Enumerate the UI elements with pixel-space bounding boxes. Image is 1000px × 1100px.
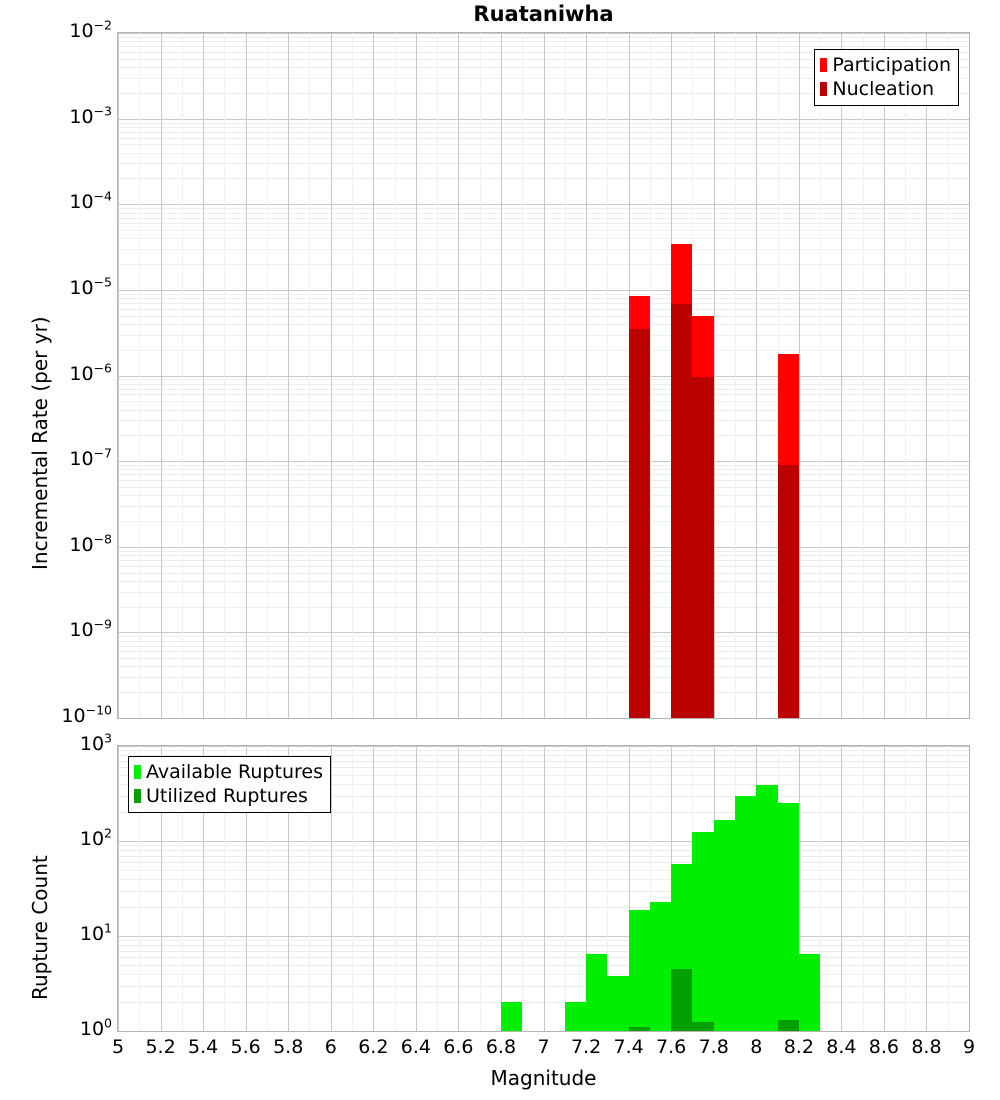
x-tick-label: 9 — [962, 1036, 976, 1058]
grid-top — [118, 33, 969, 718]
y-tick-label: 10−8 — [69, 531, 112, 556]
bar-rupture-count-available-ruptures — [607, 975, 629, 1031]
incremental-rate-plot: Participation Nucleation — [117, 32, 970, 719]
bar-rupture-count-available-ruptures — [756, 784, 778, 1031]
nucleation-swatch-icon — [820, 82, 828, 96]
grid-bottom — [118, 746, 969, 1031]
rupture-count-plot: Available Ruptures Utilized Ruptures — [117, 745, 970, 1032]
bar-incremental-rate-nucleation — [777, 465, 799, 718]
legend-label-available-ruptures: Available Ruptures — [146, 760, 323, 783]
legend-label-participation: Participation — [832, 53, 951, 76]
bar-rupture-count-available-ruptures — [628, 909, 650, 1031]
bar-rupture-count-available-ruptures — [586, 953, 608, 1031]
bar-incremental-rate-nucleation — [671, 304, 693, 718]
x-tick-label: 6.6 — [443, 1036, 474, 1058]
legend-rupture-count: Available Ruptures Utilized Ruptures — [128, 756, 331, 813]
y-tick-label: 103 — [79, 730, 112, 755]
bar-rupture-count-utilized-ruptures — [671, 968, 693, 1031]
bar-rupture-count-utilized-ruptures — [777, 1020, 799, 1031]
legend-item-nucleation[interactable]: Nucleation — [820, 77, 951, 101]
legend-incremental-rate: Participation Nucleation — [814, 49, 959, 106]
x-tick-label: 7.8 — [698, 1036, 729, 1058]
bars-top — [118, 33, 969, 718]
y-axis-label-top: Incremental Rate (per yr) — [28, 316, 52, 570]
y-tick-label: 10−4 — [69, 188, 112, 214]
bar-rupture-count-available-ruptures — [500, 1002, 523, 1031]
y-tick-label: 102 — [79, 825, 112, 850]
bars-bottom — [118, 746, 969, 1031]
x-tick-label: 5.2 — [145, 1036, 176, 1058]
bar-rupture-count-available-ruptures — [713, 820, 735, 1031]
x-tick-label: 7 — [537, 1036, 550, 1058]
legend-item-participation[interactable]: Participation — [820, 53, 951, 77]
y-tick-label: 101 — [79, 920, 112, 945]
legend-label-nucleation: Nucleation — [832, 77, 935, 100]
bar-rupture-count-available-ruptures — [777, 803, 799, 1031]
x-tick-label: 5 — [111, 1036, 125, 1058]
y-tick-label: 10−9 — [69, 617, 112, 642]
available-ruptures-swatch-icon — [134, 765, 141, 779]
y-tick-label: 100 — [79, 1015, 112, 1040]
x-tick-label: 6.8 — [485, 1036, 517, 1058]
bar-incremental-rate-nucleation — [692, 377, 714, 718]
x-tick-label: 6 — [324, 1036, 337, 1058]
participation-swatch-icon — [820, 58, 828, 72]
bar-rupture-count-available-ruptures — [734, 795, 757, 1031]
x-tick-label: 7.4 — [613, 1036, 644, 1058]
x-tick-label: 5.6 — [230, 1036, 261, 1058]
x-tick-label: 8.2 — [783, 1036, 814, 1058]
x-tick-label: 8.6 — [868, 1036, 899, 1058]
x-tick-label: 8 — [750, 1036, 763, 1058]
bar-rupture-count-available-ruptures — [692, 831, 714, 1031]
legend-item-available-ruptures[interactable]: Available Ruptures — [134, 760, 323, 784]
x-tick-label: 7.2 — [570, 1036, 602, 1058]
y-axis-label-bottom: Rupture Count — [28, 855, 52, 1000]
x-tick-label: 8.8 — [911, 1036, 942, 1058]
bar-incremental-rate-nucleation — [628, 328, 650, 718]
x-tick-label: 7.6 — [656, 1036, 687, 1058]
y-tick-label: 10−5 — [69, 274, 112, 299]
page-title: Ruataniwha — [473, 2, 614, 26]
bar-rupture-count-utilized-ruptures — [692, 1021, 714, 1031]
x-tick-label: 5.4 — [187, 1036, 219, 1058]
y-axis-ticks-bottom: 103 102 101 100 — [38, 0, 112, 1100]
bar-rupture-count-utilized-ruptures — [628, 1027, 650, 1031]
x-tick-label: 8.4 — [826, 1036, 857, 1058]
legend-label-utilized-ruptures: Utilized Ruptures — [146, 784, 308, 807]
bar-rupture-count-available-ruptures — [649, 901, 672, 1031]
bar-rupture-count-available-ruptures — [564, 1002, 587, 1031]
x-tick-label: 6.4 — [400, 1036, 431, 1058]
y-tick-label: 10−6 — [69, 360, 112, 385]
bar-rupture-count-available-ruptures — [798, 953, 821, 1031]
x-tick-label: 5.8 — [273, 1036, 304, 1058]
legend-item-utilized-ruptures[interactable]: Utilized Ruptures — [134, 784, 323, 808]
y-tick-label: 10−7 — [69, 445, 112, 471]
x-axis-label: Magnitude — [490, 1066, 597, 1090]
y-tick-label: 10−2 — [69, 17, 112, 42]
y-tick-label: 10−10 — [61, 702, 112, 727]
utilized-ruptures-swatch-icon — [134, 789, 141, 803]
x-tick-label: 6.2 — [358, 1036, 389, 1058]
y-tick-label: 10−3 — [69, 103, 112, 128]
y-axis-ticks-top: 10−2 10−3 10−4 10−5 10−6 10−7 10−8 10−9 10−10 — [38, 0, 112, 760]
